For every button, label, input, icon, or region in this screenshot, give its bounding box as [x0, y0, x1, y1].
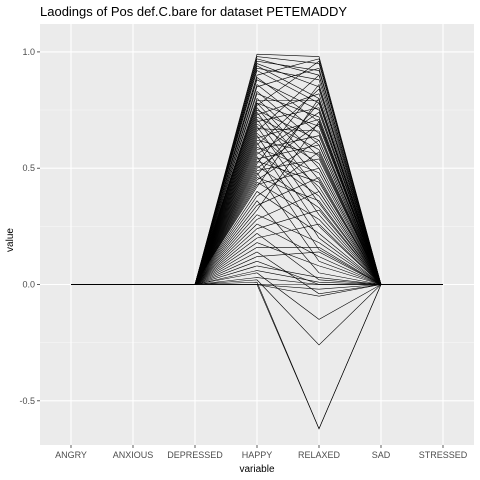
- chart-title: Laodings of Pos def.C.bare for dataset P…: [40, 4, 347, 19]
- y-tick-label: 0.5: [22, 163, 35, 173]
- x-tick-label: RELAXED: [298, 450, 341, 460]
- x-tick-label: ANGRY: [55, 450, 87, 460]
- y-tick-label: 1.0: [22, 47, 35, 57]
- x-tick-label: SAD: [372, 450, 391, 460]
- x-axis: ANGRY ANXIOUS DEPRESSED HAPPY RELAXED SAD STRE…: [55, 445, 468, 460]
- x-axis-title: variable: [239, 464, 274, 475]
- y-axis: -0.5 0.0 0.5 1.0: [19, 47, 40, 406]
- x-tick-label: DEPRESSED: [167, 450, 223, 460]
- x-tick-label: HAPPY: [242, 450, 273, 460]
- y-axis-title: value: [5, 228, 16, 252]
- x-tick-label: STRESSED: [419, 450, 468, 460]
- y-tick-label: -0.5: [19, 396, 35, 406]
- y-tick-label: 0.0: [22, 280, 35, 290]
- x-tick-label: ANXIOUS: [113, 450, 154, 460]
